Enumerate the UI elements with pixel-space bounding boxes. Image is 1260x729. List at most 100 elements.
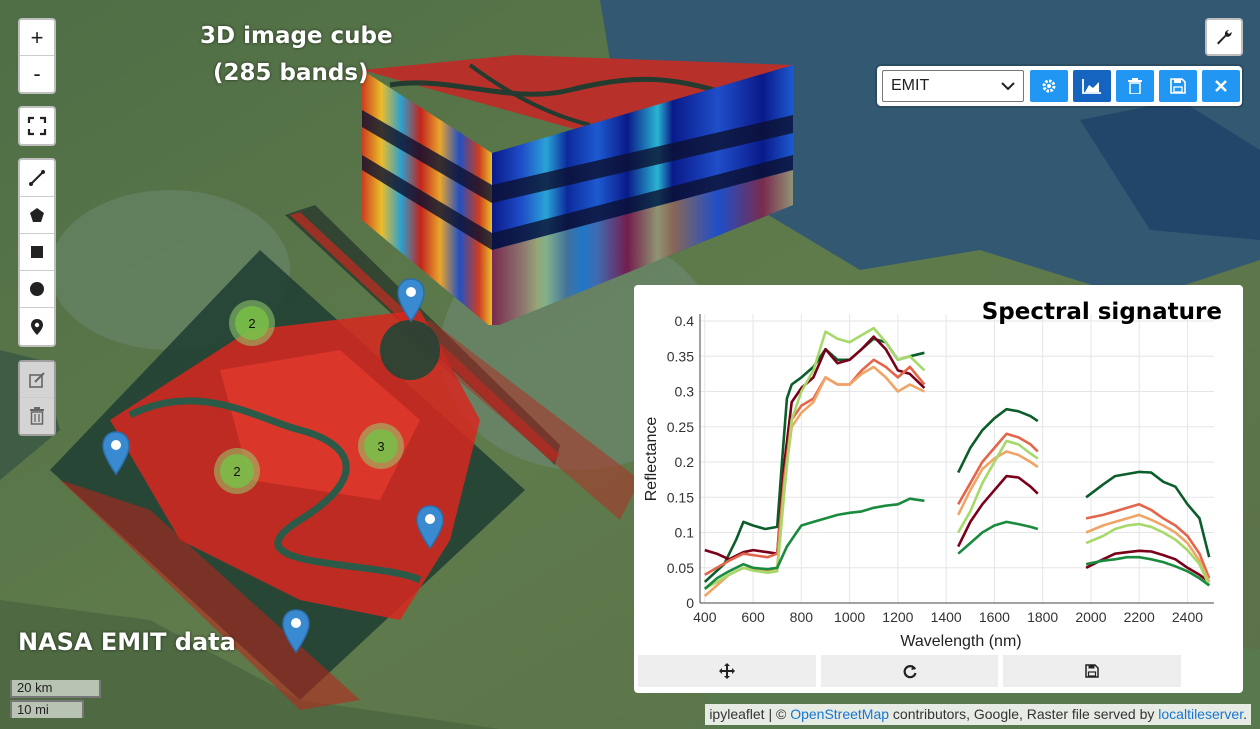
spectral-chart-panel: 0 0.05 0.1 0.15 0.2 0.25 0.3 0.35 0.4 400 600 800 10… [634,285,1243,693]
fullscreen-control [18,106,56,146]
fullscreen-button[interactable] [20,108,54,144]
wrench-button[interactable] [1207,20,1241,54]
draw-rectangle-button[interactable] [20,234,54,271]
draw-polyline-button[interactable] [20,160,54,197]
settings-button[interactable] [1030,70,1068,102]
scale-bar-mi: 10 mi [10,700,84,718]
layer-select-value: EMIT [891,77,930,94]
scale-bar-km: 20 km [10,680,101,698]
spectrum-line [703,497,925,590]
draw-circle-button[interactable] [20,271,54,308]
wrench-icon [1217,29,1232,45]
layer-toolbar: EMIT [877,66,1242,106]
x-tick-label: 1200 [882,609,913,625]
spectrum-line [1085,503,1211,579]
x-tick-label: 1600 [979,609,1010,625]
save-button[interactable] [1159,70,1197,102]
openstreetmap-link[interactable]: OpenStreetMap [790,706,890,722]
layer-select[interactable]: EMIT [882,70,1024,102]
x-tick-label: 2200 [1124,609,1155,625]
rectangle-icon [31,246,43,258]
x-tick-label: 1400 [931,609,962,625]
zoom-in-button[interactable]: + [20,20,54,56]
polyline-icon [29,170,45,186]
x-tick-label: 2000 [1075,609,1106,625]
cluster-count: 2 [220,454,254,488]
spectrum-line [703,337,925,583]
spectrum-line [957,520,1039,555]
attribution-middle: contributors, Google, Raster file served… [889,706,1159,722]
x-tick-label: 600 [741,609,765,625]
edit-icon [29,371,45,388]
spectrum-line [957,407,1039,474]
y-tick-label: 0.15 [667,489,694,505]
marker-icon [31,318,43,335]
emit-data-caption: NASA EMIT data [18,628,236,656]
y-tick-label: 0.1 [675,525,695,541]
marker-cluster[interactable]: 2 [214,448,260,494]
save-icon [1085,664,1099,678]
cluster-count: 2 [235,306,269,340]
y-axis-label: Reflectance [643,417,660,502]
map-pin-icon[interactable] [415,504,445,550]
edit-toolbar [18,360,56,436]
zoom-control: + - [18,18,56,94]
y-tick-label: 0.4 [675,313,695,329]
cluster-count: 3 [364,429,398,463]
area-chart-icon [1082,79,1101,94]
move-icon [719,663,735,679]
spectrum-line [957,474,1039,548]
spectrum-line [1085,555,1210,587]
x-tick-label: 1000 [834,609,865,625]
draw-toolbar [18,158,56,347]
spectrum-line [1085,513,1211,583]
chart-title: Spectral signature [982,299,1222,325]
map-pin-icon[interactable] [396,277,426,323]
cube-caption-line2: (285 bands) [213,60,369,86]
delete-button[interactable] [1116,70,1154,102]
spectrum-line [704,358,926,576]
attribution-suffix: . [1243,706,1247,722]
map-attribution: ipyleaflet | © OpenStreetMap contributor… [705,704,1251,725]
spectrum-line [957,450,1039,516]
chevron-down-icon [1001,82,1015,91]
circle-icon [30,282,44,296]
marker-cluster[interactable]: 2 [229,300,275,346]
refresh-icon [903,665,917,679]
spectrum-line [1085,549,1210,583]
close-icon [1215,80,1227,92]
gear-icon [1042,79,1056,93]
close-button[interactable] [1202,70,1240,102]
y-tick-label: 0.05 [667,560,694,576]
spectrum-line [957,439,1039,534]
image-cube-3d [362,55,793,325]
y-tick-label: 0.2 [675,454,695,470]
spectrum-line [704,326,926,591]
marker-cluster[interactable]: 3 [358,423,404,469]
edit-layers-button[interactable] [20,362,54,398]
pan-button[interactable] [638,655,816,687]
y-tick-label: 0.3 [675,384,695,400]
y-tick-label: 0 [686,595,694,611]
spectrum-line [1085,522,1211,586]
x-tick-label: 1800 [1027,609,1058,625]
cube-caption-line1: 3D image cube [200,23,393,49]
save-chart-button[interactable] [1003,655,1181,687]
zoom-out-button[interactable]: - [33,61,41,86]
map-pin-icon[interactable] [281,608,311,654]
x-axis-label: Wavelength (nm) [900,633,1021,650]
draw-polygon-button[interactable] [20,197,54,234]
draw-marker-button[interactable] [20,308,54,345]
spectral-chart-button[interactable] [1073,70,1111,102]
x-tick-label: 2400 [1172,609,1203,625]
toolbar-toggle [1205,18,1243,56]
save-icon [1170,78,1186,94]
spectral-chart[interactable]: 0 0.05 0.1 0.15 0.2 0.25 0.3 0.35 0.4 400 600 800 10… [634,285,1243,650]
y-tick-label: 0.25 [667,419,694,435]
reset-button[interactable] [821,655,998,687]
delete-layers-button[interactable] [20,398,54,434]
map-pin-icon[interactable] [101,430,131,476]
localtileserver-link[interactable]: localtileserver [1158,706,1244,722]
